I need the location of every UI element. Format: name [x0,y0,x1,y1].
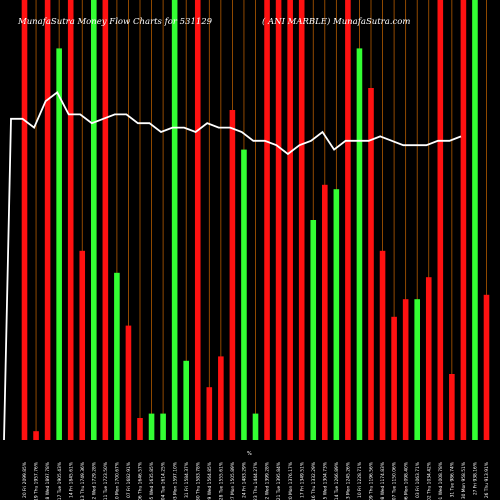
bar-15 [183,360,189,440]
bar-7 [91,0,97,440]
bar-28 [333,189,340,440]
bar-26 [310,220,317,440]
x-tick-label: 27 Fri 938.16% [473,462,479,495]
x-tick-label: 20 Fri 2099.85% [22,462,28,498]
x-tick-label: 09 Thu 1196.56% [369,462,375,500]
bar-21 [252,413,259,440]
bar-19 [229,110,236,440]
x-tick-label: 10 Fri 1228.71% [357,462,363,498]
x-tick-label: 24 Fri 1483.29% [242,462,248,498]
x-tick-label: 18 Wed 1897.78% [45,462,51,500]
x-tick-label: 23 Thu 1444.27% [253,462,259,500]
x-tick-label: 10 Mon 1700.67% [115,462,121,500]
bar-38 [449,374,455,440]
bar-10 [125,325,132,440]
x-tick-label: 31 Fri 1584.37% [184,462,190,498]
bar-27 [322,184,328,440]
x-tick-label: 12 Wed 1729.28% [91,462,97,500]
x-tick-label: 27 Mon 1505.89% [230,462,236,500]
bar-40 [472,0,478,440]
bar-31 [368,88,374,440]
x-tick-label: 04 Tue 1614.25% [161,462,167,500]
x-tick-label: 13 Thu 1749.36% [80,462,86,500]
x-tick-label: 07 Fri 1682.91% [126,462,132,498]
x-tick-label: 29 Wed 1564.85% [207,462,213,500]
x-tick-label: 17 Fri 1349.51% [299,462,305,498]
bar-37 [437,0,444,440]
bar-36 [425,277,432,440]
bar-5 [67,0,74,440]
bar-30 [356,48,363,441]
bar-3 [44,0,51,440]
money-flow-line [3,91,462,441]
mid-marker: % [247,451,252,457]
bar-12 [148,413,155,440]
bar-33 [391,316,397,440]
x-tick-label: 22 Wed 1399.28% [265,462,271,500]
x-tick-label: 19 Thu 1957.76% [34,462,40,500]
x-tick-label: 07 Tue 1150.06% [392,462,398,500]
chart-title-left: MunafaSutra Money Flow Charts for 531129 [17,17,213,27]
bar-1 [21,0,28,440]
bar-13 [160,413,166,440]
x-tick-label: 26 Thu 913.91% [484,462,490,498]
x-tick-label: 08 Wed 1174.83% [380,462,386,500]
x-tick-label: 05 Wed 1635.85% [149,462,155,500]
x-tick-label: 01 Wed 1008.78% [438,462,444,500]
bar-2 [33,431,39,440]
bar-41 [483,294,490,440]
bar-29 [345,0,351,440]
bar-20 [241,149,247,440]
bar-14 [171,0,178,440]
x-tick-label: 03 Mon 1597.10% [172,462,178,500]
bar-23 [275,0,282,440]
x-tick-label: 30 Mon 958.51% [461,462,467,499]
x-tick-label: 15 Wed 1304.73% [322,462,328,500]
x-tick-label: 03 Fri 1063.71% [415,462,421,498]
x-tick-label: 31 Tue 986.74% [449,462,455,497]
x-tick-label: 11 Tue 1723.50% [103,462,109,500]
bar-18 [218,356,224,440]
x-tick-label: 28 Tue 1555.61% [218,462,224,500]
x-tick-label: 06 Thu 1646.57% [138,462,144,500]
x-tick-label: 14 Tue 1266.89% [334,462,340,500]
bar-22 [264,0,270,440]
bar-16 [194,0,201,440]
x-tick-label: 06 Mon 1098.40% [403,462,409,500]
bar-8 [102,0,109,440]
bar-24 [287,0,293,440]
x-tick-label: 13 Mon 1245.26% [346,462,352,500]
x-tick-label: 16 Thu 1332.29% [311,462,317,500]
chart-title-right: ( ANI MARBLE) MunafaSutra.com [262,16,410,27]
x-tick-label: 02 Thu 1034.42% [426,462,432,500]
bar-35 [414,299,420,440]
bars [21,0,490,441]
x-tick-label: 30 Thu 1583.78% [195,462,201,500]
bar-11 [137,418,143,440]
bar-34 [402,299,409,440]
bar-6 [79,250,86,440]
x-tick-labels: 20 Fri 2099.85% 19 Thu 1957.76% 18 Wed 189… [22,462,490,500]
x-tick-label: 20 Mon 1376.17% [288,462,294,500]
bar-25 [298,0,305,440]
bar-4 [56,48,62,441]
bar-17 [206,387,213,440]
bar-39 [460,0,467,440]
bar-9 [114,272,120,440]
x-tick-label: 14 Fri 1845.61% [68,462,74,498]
x-tick-label: 21 Tue 1395.84% [276,462,282,500]
bar-32 [379,250,386,440]
x-tick-label: 17 Tue 1905.43% [57,462,63,500]
